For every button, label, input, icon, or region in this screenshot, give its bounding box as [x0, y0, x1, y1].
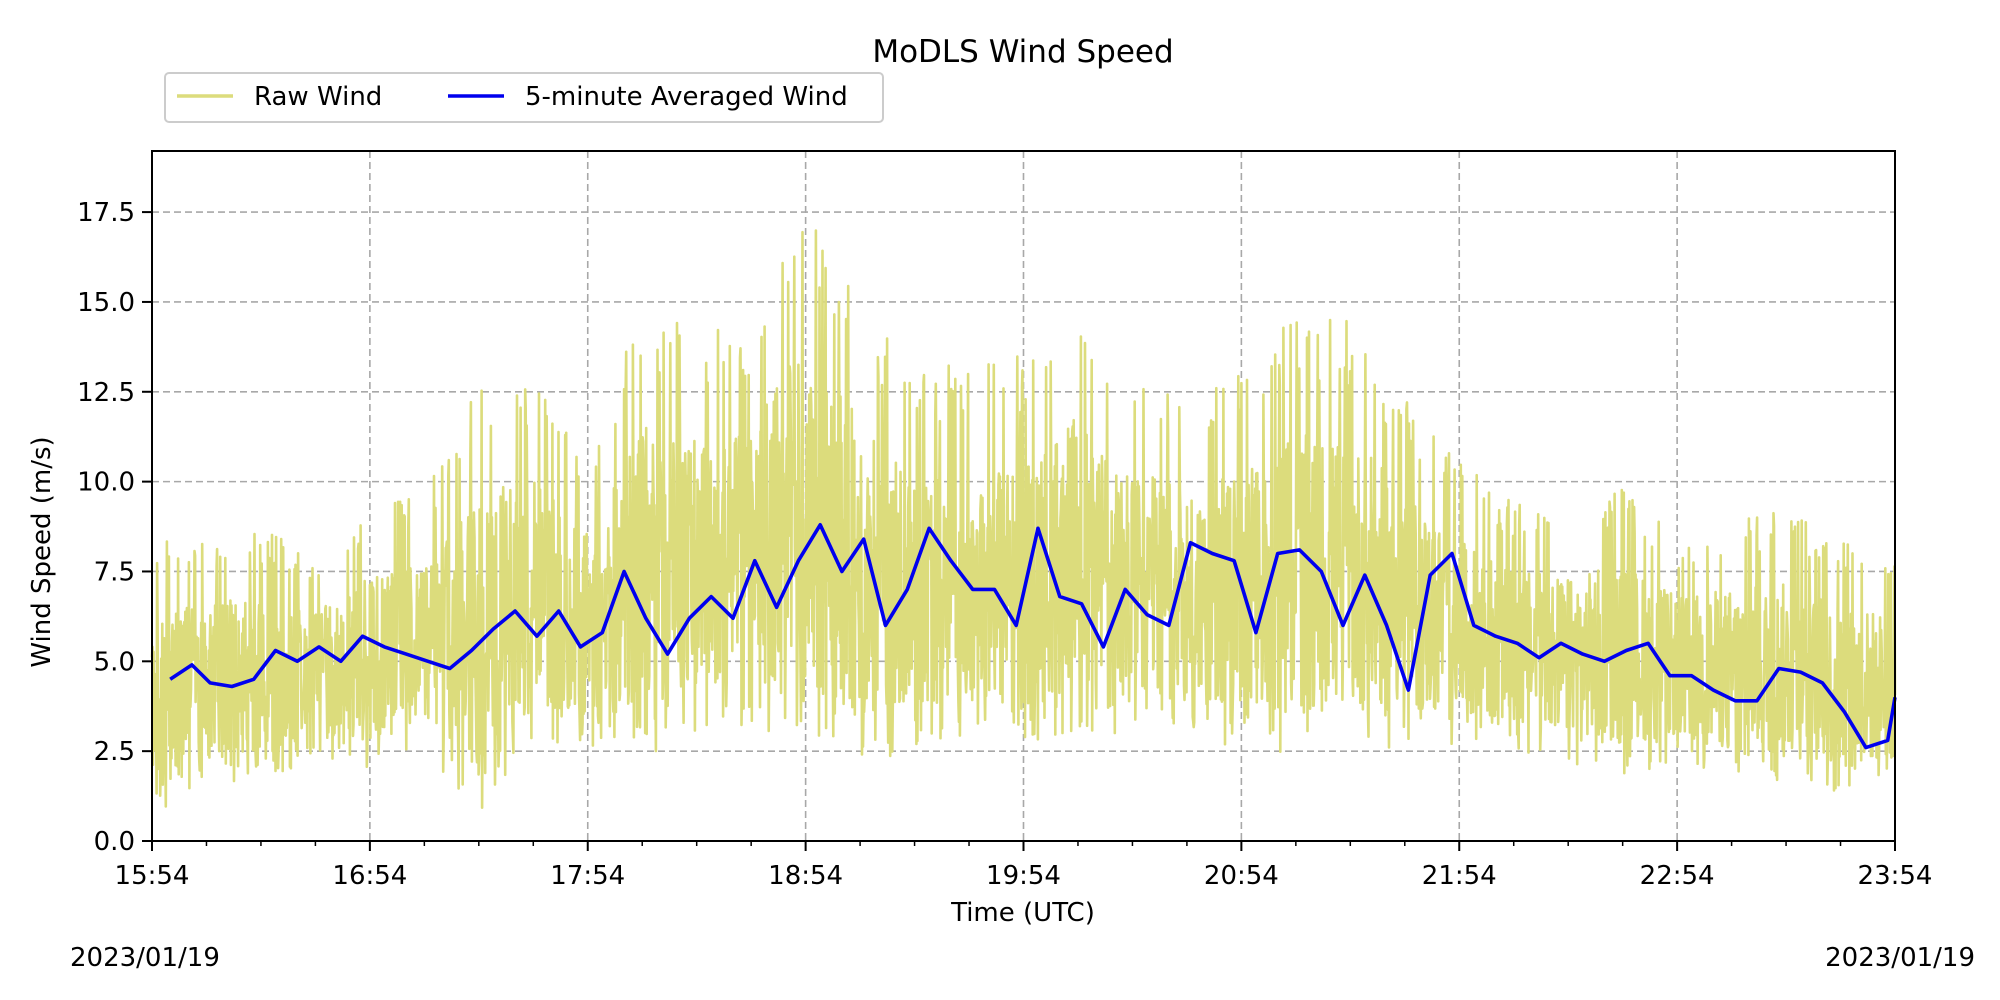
averaged-wind-line	[169, 523, 1897, 750]
end-date-label: 2023/01/19	[1825, 943, 1975, 973]
averaged-wind-series	[169, 523, 1897, 750]
x-axis-title: Time (UTC)	[950, 898, 1095, 928]
y-tick-label: 0.0	[94, 827, 135, 857]
x-tick-label: 17:54	[550, 861, 625, 891]
legend-frame	[164, 72, 884, 123]
x-tick-label: 21:54	[1422, 861, 1497, 891]
x-axis-ticks: 15:54 16:54 17:54 18:54 19:54 20:54 21:54 22:54…	[115, 841, 1933, 891]
y-tick-label: 7.5	[94, 557, 135, 587]
y-tick-label: 17.5	[77, 198, 135, 228]
x-tick-label: 19:54	[986, 861, 1061, 891]
y-tick-label: 10.0	[77, 468, 135, 498]
x-tick-label: 18:54	[768, 861, 843, 891]
y-axis-title: Wind Speed (m/s)	[27, 436, 57, 667]
chart-title: MoDLS Wind Speed	[872, 34, 1173, 70]
raw-wind-series	[150, 229, 1897, 809]
y-tick-label: 15.0	[77, 288, 135, 318]
legend: Raw Wind 5-minute Averaged Wind	[164, 72, 884, 123]
x-tick-label: 23:54	[1858, 861, 1933, 891]
y-tick-label: 12.5	[77, 378, 135, 408]
x-tick-label: 16:54	[332, 861, 407, 891]
legend-label-averaged-wind: 5-minute Averaged Wind	[525, 82, 848, 112]
y-tick-label: 2.5	[94, 737, 135, 767]
start-date-label: 2023/01/19	[70, 943, 220, 973]
x-tick-label: 22:54	[1640, 861, 1715, 891]
raw-wind-line	[150, 229, 1897, 809]
legend-label-raw-wind: Raw Wind	[254, 82, 382, 112]
x-tick-label: 20:54	[1204, 861, 1279, 891]
y-tick-label: 5.0	[94, 647, 135, 677]
y-axis-ticks: 0.0 2.5 5.0 7.5 10.0 12.5 15.0 17.5	[77, 198, 152, 857]
x-tick-label: 15:54	[115, 861, 190, 891]
